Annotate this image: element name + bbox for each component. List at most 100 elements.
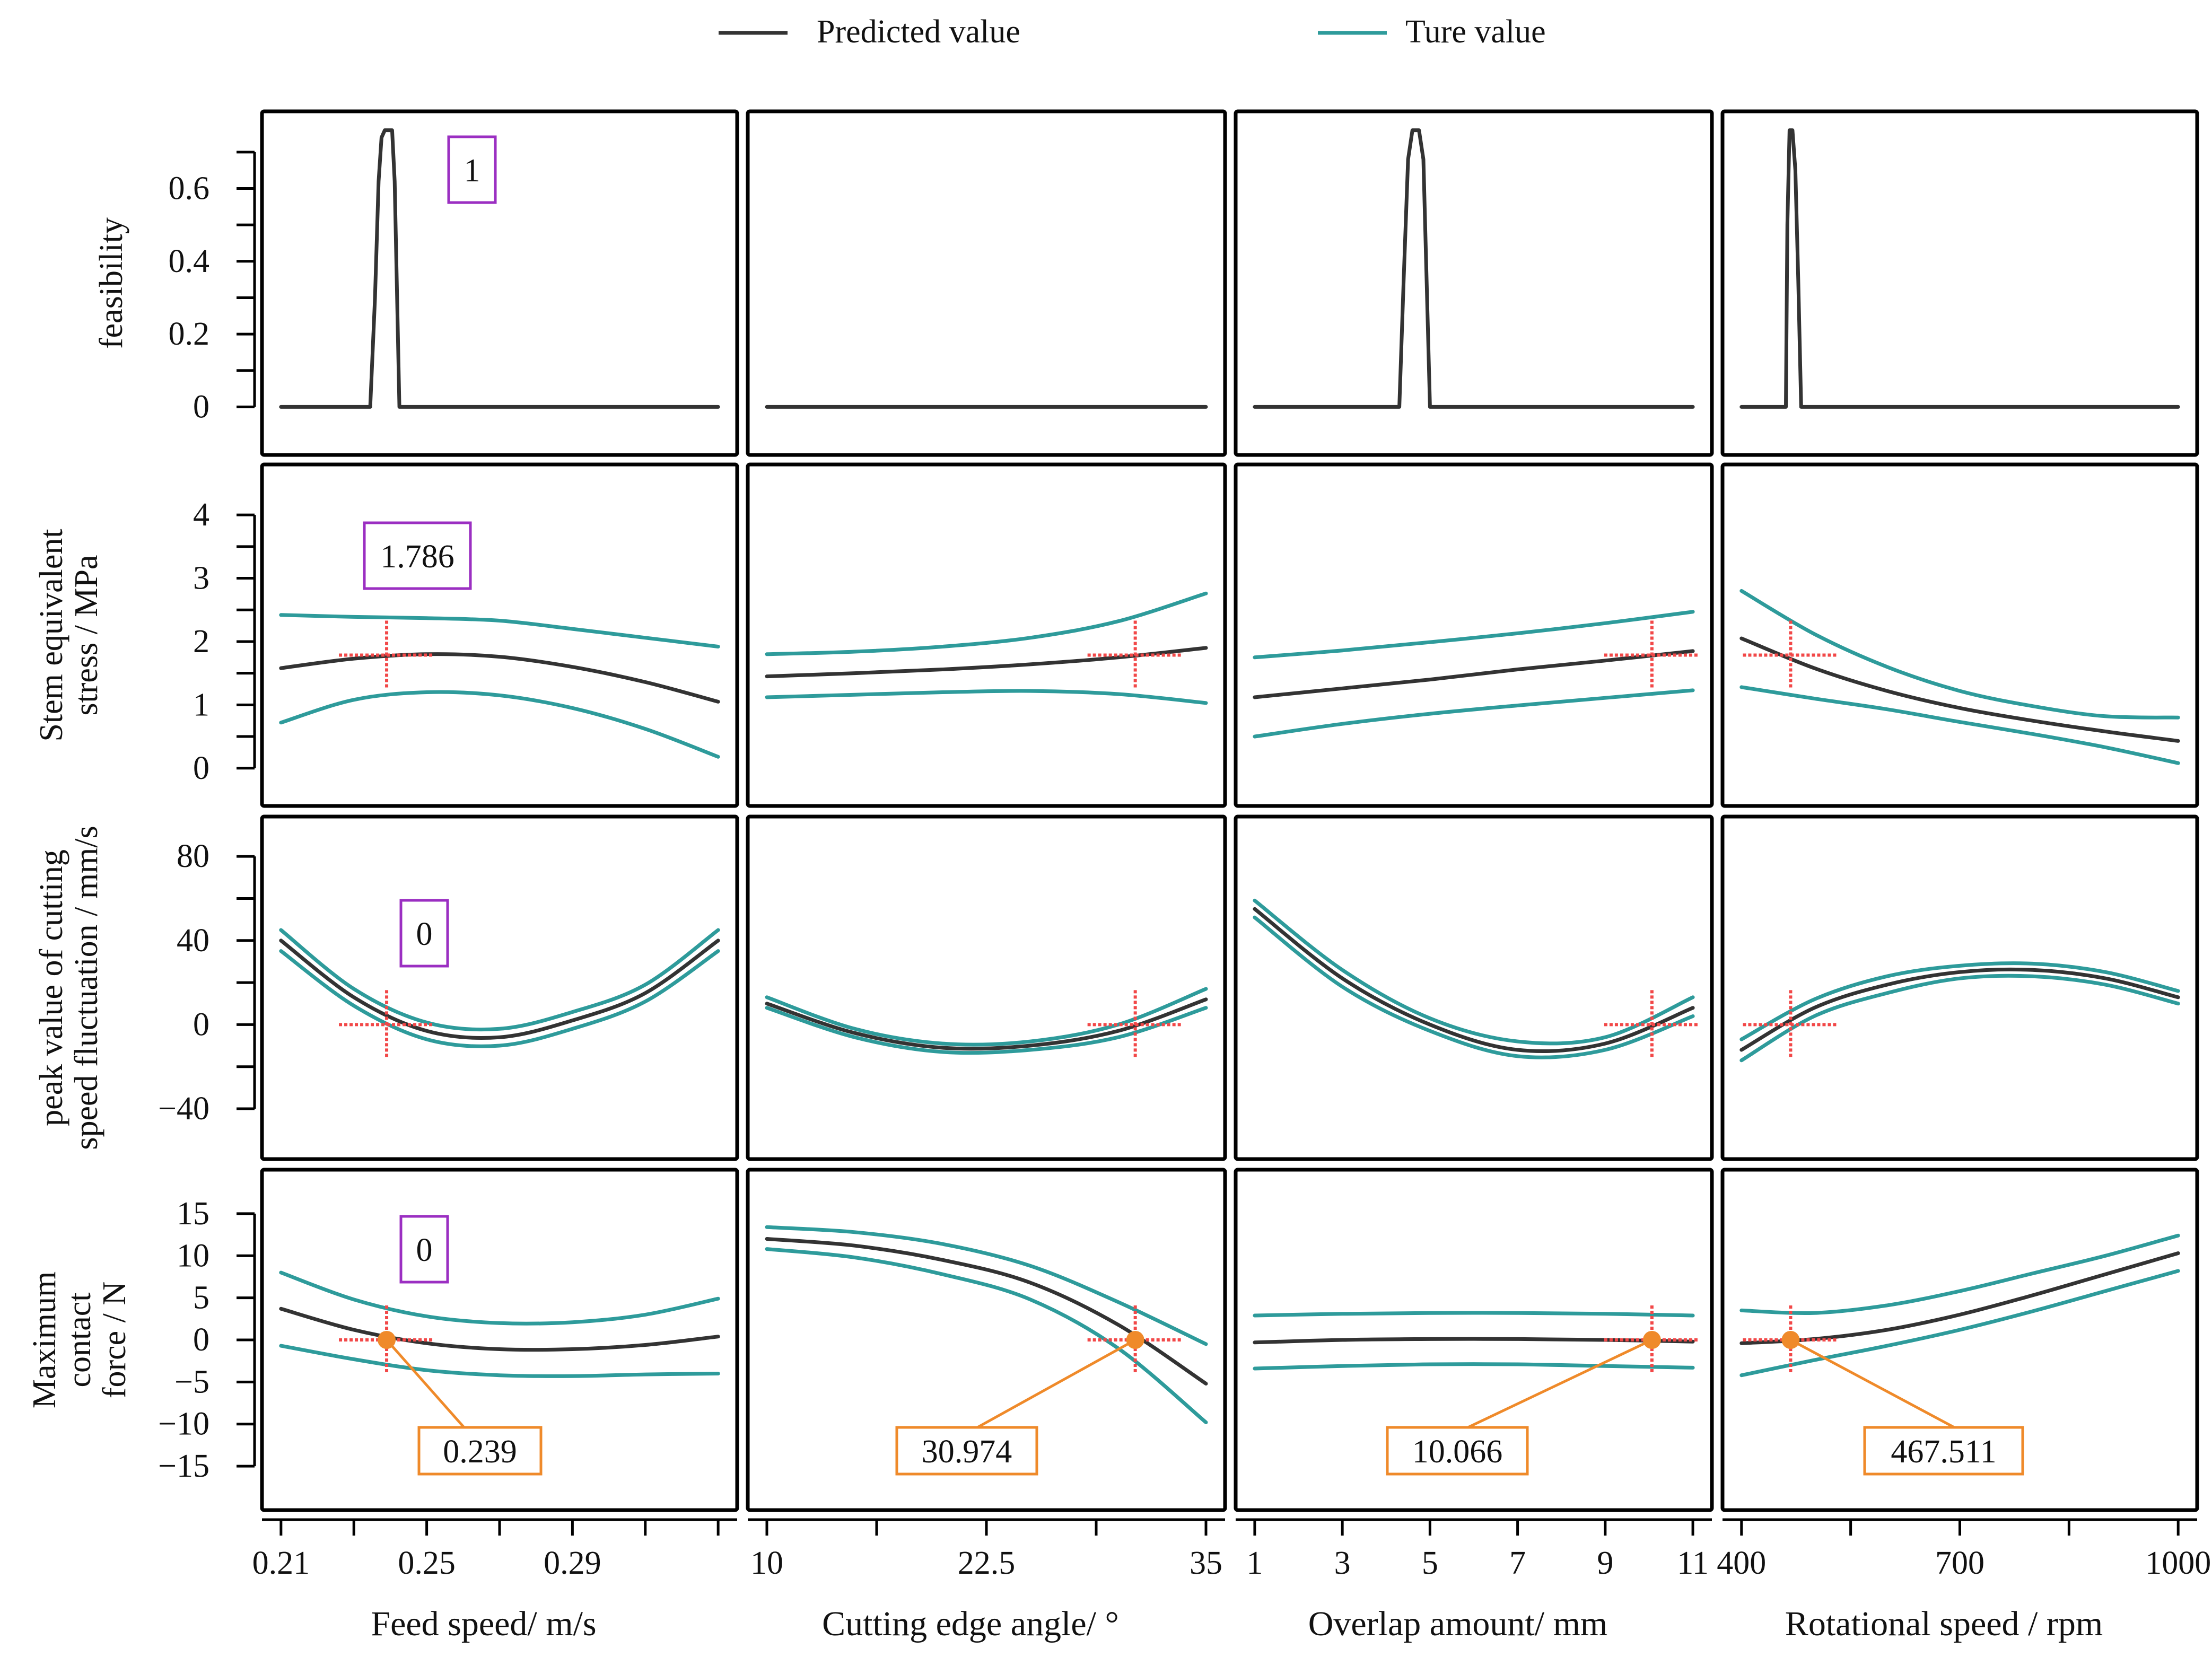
true-lower-line <box>279 1344 720 1378</box>
true-lower-line <box>1253 688 1695 739</box>
panel-grid: 1 1.786 0 0 0.239 30.974 10.066 467.511 <box>260 109 2199 1512</box>
x-axis-feed: 0.21 0.25 0.29 Feed speed/ m/s <box>252 1518 737 1643</box>
x-tick-label: 10 <box>750 1545 783 1581</box>
x-tick-label: 0.25 <box>398 1545 456 1581</box>
true-lower-line <box>279 690 720 759</box>
y-tick-label: 4 <box>193 497 209 533</box>
x-axis-title-angle: Cutting edge angle/ ° <box>822 1604 1119 1643</box>
series-speed_fluct-rpm <box>1739 961 2180 1063</box>
y-tick-label: 0 <box>193 1006 209 1042</box>
series-feasibility-overlap <box>1253 128 1695 409</box>
optimum-dot <box>1781 1331 1800 1349</box>
y-tick-label: 0 <box>193 1322 209 1358</box>
panel-speed_fluct-feed <box>260 814 739 1161</box>
legend-true-label: Ture value <box>1405 14 1546 50</box>
y-tick-label: 15 <box>177 1196 209 1232</box>
optimum-dot <box>1642 1331 1661 1349</box>
optimum-box <box>1386 1426 1529 1476</box>
true-upper-line <box>279 613 720 648</box>
current-value-speed_fluct: 0 <box>399 899 449 968</box>
y-tick-label: 10 <box>177 1238 209 1274</box>
y-axis-title-contact_force-line1: contact <box>62 1292 98 1387</box>
predicted-line <box>1253 128 1695 409</box>
predicted-line <box>765 646 1208 679</box>
panel-speed_fluct-overlap <box>1234 814 1714 1161</box>
y-tick-label: 0 <box>193 750 209 786</box>
x-tick-label: 9 <box>1597 1545 1613 1581</box>
predicted-line <box>1739 636 2180 743</box>
value-box <box>399 1215 449 1284</box>
predicted-line <box>279 652 720 704</box>
optimum-leader <box>1790 1338 1955 1429</box>
y-tick-label: 5 <box>193 1280 209 1316</box>
optimum-leader <box>976 1338 1136 1429</box>
y-axis-title-stress-line1: stress / MPa <box>68 555 104 715</box>
x-tick-label: 1000 <box>2145 1545 2211 1581</box>
panel-stress-rpm <box>1720 462 2199 808</box>
panel-stress-angle <box>746 462 1227 808</box>
y-axis-title-stress-line0: Stem equivalent <box>33 529 69 741</box>
x-axis-angle: 10 22.5 35 Cutting edge angle/ ° <box>748 1518 1225 1643</box>
y-tick-label: −5 <box>174 1364 209 1400</box>
optimum-overlap: 10.066 <box>1386 1331 1661 1476</box>
panel-speed_fluct-angle <box>746 814 1227 1161</box>
x-tick-label: 0.29 <box>544 1545 601 1581</box>
optimum-feed: 0.239 <box>378 1331 543 1476</box>
true-lower-line <box>1739 974 2180 1063</box>
panel-feasibility-overlap <box>1234 109 1714 457</box>
y-axis-title-contact_force-line0: Maximum <box>27 1272 63 1408</box>
series-stress-angle <box>765 591 1208 705</box>
x-tick-label: 22.5 <box>958 1545 1016 1581</box>
x-tick-label: 700 <box>1935 1545 1984 1581</box>
y-axis-title-speed_fluct-line1: speed fluctuation / mm/s <box>68 826 104 1150</box>
x-axis-title-feed: Feed speed/ m/s <box>371 1604 596 1643</box>
predicted-line <box>765 997 1208 1051</box>
y-tick-label: 80 <box>177 838 209 874</box>
predicted-line <box>1253 649 1695 699</box>
y-tick-label: −10 <box>158 1406 209 1442</box>
value-box <box>447 135 497 204</box>
y-tick-label: 0 <box>193 389 209 425</box>
true-lower-line <box>1739 685 2180 765</box>
true-upper-line <box>765 1225 1208 1346</box>
optimum-rpm: 467.511 <box>1781 1331 2024 1476</box>
series-feasibility-rpm <box>1739 128 2180 409</box>
panel-contact_force-rpm <box>1720 1168 2199 1512</box>
y-tick-label: 0.2 <box>169 316 210 352</box>
x-tick-label: 3 <box>1334 1545 1351 1581</box>
true-upper-line <box>1253 610 1695 660</box>
optimum-box <box>895 1426 1038 1476</box>
true-upper-line <box>279 1270 720 1326</box>
predicted-line <box>1253 907 1695 1054</box>
panel-feasibility-feed <box>260 109 739 457</box>
optimum-label: 10.066 <box>1412 1434 1503 1470</box>
optimum-box <box>417 1426 543 1476</box>
value-box <box>399 899 449 968</box>
predicted-line <box>1739 967 2180 1052</box>
y-axes: 0 0.2 0.4 0.6 feasibility 0 1 2 3 4 Stem equivalen… <box>27 151 256 1484</box>
panel-contact_force-angle <box>746 1168 1227 1512</box>
true-upper-line <box>1739 589 2180 720</box>
series-stress-rpm <box>1739 589 2180 765</box>
optimum-label: 30.974 <box>922 1434 1012 1470</box>
true-lower-line <box>1253 1362 1695 1371</box>
panel-speed_fluct-rpm <box>1720 814 2199 1161</box>
true-upper-line <box>765 987 1208 1047</box>
y-axis-title-feasibility-line0: feasibility <box>93 217 129 349</box>
true-lower-line <box>765 689 1208 705</box>
current-value-contact_force: 0 <box>399 1215 449 1284</box>
series-feasibility-feed <box>279 128 720 409</box>
y-axis-title-speed_fluct-line0: peak value of cutting <box>33 849 69 1126</box>
panel-feasibility-rpm <box>1720 109 2199 457</box>
x-tick-label: 35 <box>1190 1545 1222 1581</box>
panel-stress-overlap <box>1234 462 1714 808</box>
y-tick-label: −40 <box>158 1091 209 1127</box>
optimum-angle: 30.974 <box>895 1331 1144 1476</box>
value-label: 0 <box>416 916 433 952</box>
y-axis-title-contact_force-line2: force / N <box>97 1282 133 1398</box>
true-lower-line <box>765 1006 1208 1055</box>
y-tick-label: 1 <box>193 687 209 723</box>
